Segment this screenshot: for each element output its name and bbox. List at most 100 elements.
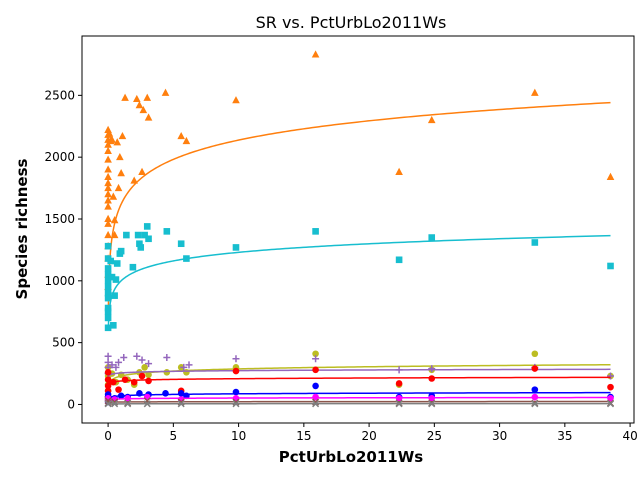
data-point [185, 361, 193, 369]
data-point [232, 400, 240, 408]
data-point [104, 277, 112, 285]
data-point [104, 314, 112, 322]
series-2-fit-line [107, 363, 611, 389]
data-point [104, 352, 112, 360]
data-point [232, 96, 240, 104]
data-point [531, 365, 539, 372]
data-point [110, 216, 119, 224]
data-point [136, 240, 143, 248]
data-point [104, 219, 112, 227]
data-point [112, 363, 120, 371]
data-point [163, 228, 171, 235]
data-point [130, 176, 138, 184]
data-point [312, 228, 319, 235]
data-point [531, 386, 539, 393]
data-point [180, 363, 188, 371]
data-point [143, 400, 151, 408]
y-tick-label: 500 [52, 336, 75, 350]
y-axis-label: Species richness [13, 158, 31, 299]
data-point [177, 390, 185, 397]
data-point [108, 273, 116, 281]
data-point [105, 129, 114, 137]
data-point [145, 360, 153, 368]
data-point [428, 400, 436, 408]
data-point [163, 353, 171, 361]
data-point [111, 292, 118, 299]
series-1 [104, 223, 614, 332]
data-point [104, 190, 112, 198]
series-7-fit-line [107, 400, 611, 404]
data-point [104, 165, 112, 173]
data-point [232, 388, 240, 396]
data-point [428, 365, 436, 373]
data-point [607, 383, 614, 391]
data-point [113, 138, 122, 146]
data-point [162, 390, 169, 397]
x-tick-label: 5 [170, 429, 178, 443]
data-point [177, 131, 185, 140]
data-point [138, 356, 146, 364]
data-point [117, 247, 125, 255]
data-point [531, 350, 539, 358]
data-point [104, 382, 112, 390]
data-point [104, 400, 112, 408]
data-point [232, 355, 240, 363]
data-point [145, 235, 152, 243]
data-point [138, 167, 146, 176]
data-point [177, 240, 185, 248]
data-point [312, 382, 319, 390]
data-point [129, 263, 137, 271]
data-point [139, 105, 148, 114]
x-tick-label: 35 [557, 429, 572, 443]
data-point [104, 230, 112, 239]
data-point [121, 376, 129, 384]
data-point [117, 392, 125, 400]
data-point [121, 93, 129, 101]
data-point [104, 202, 112, 210]
data-point [104, 242, 112, 250]
data-point [143, 93, 152, 101]
data-point [427, 115, 436, 124]
data-point [312, 400, 320, 408]
data-point [163, 369, 171, 376]
data-point [104, 172, 112, 180]
y-tick-label: 2000 [44, 150, 75, 164]
data-point [104, 140, 112, 148]
data-point [135, 101, 144, 109]
x-tick-label: 10 [231, 429, 246, 443]
y-tick-label: 2500 [44, 88, 75, 102]
data-point [117, 169, 125, 177]
data-point [183, 392, 190, 400]
data-point [182, 136, 191, 145]
data-point [120, 353, 128, 361]
data-point [531, 88, 539, 96]
data-point [116, 152, 124, 161]
data-point [104, 183, 112, 192]
data-point [123, 231, 130, 239]
plot-area [104, 50, 615, 408]
data-point [112, 276, 120, 283]
series-4-fit-line [107, 376, 611, 386]
series-8 [104, 400, 615, 408]
chart-title: SR vs. PctUrbLo2011Ws [256, 13, 447, 32]
axes-frame [81, 35, 635, 424]
series-6 [104, 393, 614, 405]
data-point [395, 400, 403, 408]
axis-ticks: 0 5 10 15 20 25 30 35 40 0 500 1000 1500 2000 2500 [44, 88, 637, 443]
data-point [115, 386, 122, 393]
data-point [311, 50, 320, 58]
data-point [124, 394, 131, 402]
data-point [607, 262, 614, 270]
data-point [108, 361, 116, 369]
data-point [134, 231, 142, 239]
data-point [113, 260, 121, 267]
data-point [395, 380, 403, 387]
series-3 [104, 352, 615, 380]
data-point [606, 400, 615, 408]
data-point [145, 371, 152, 379]
y-tick-label: 1500 [44, 212, 75, 226]
data-point [104, 304, 112, 312]
data-point [607, 372, 615, 380]
data-point [395, 256, 403, 264]
data-point [312, 350, 319, 358]
